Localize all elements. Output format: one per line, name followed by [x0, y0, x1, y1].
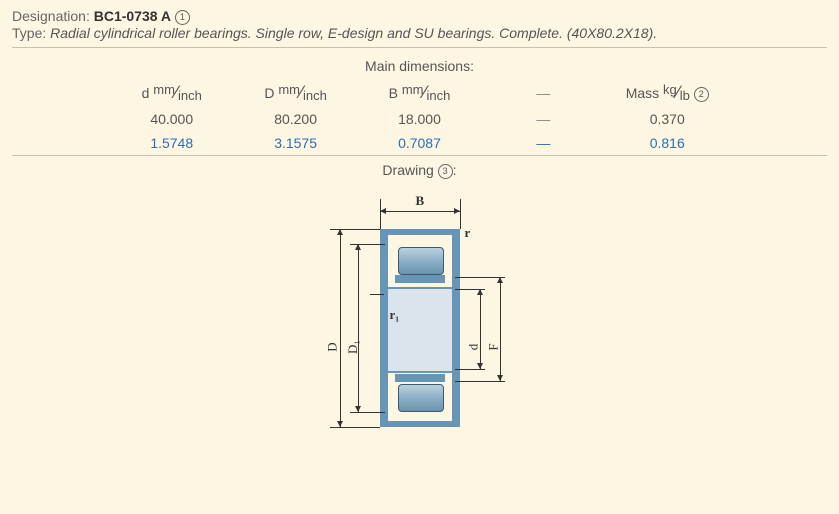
- col-mass: Mass kg∕lb 2: [605, 78, 729, 107]
- drawing-title: Drawing 3:: [12, 156, 827, 183]
- col-B: B mm∕inch: [358, 78, 482, 107]
- designation-value: BC1-0738 A: [94, 8, 171, 24]
- designation-footnote-icon: 1: [175, 10, 190, 25]
- bearing-drawing: B r r₁ D D₁ d F: [290, 189, 550, 449]
- type-value: Radial cylindrical roller bearings. Sing…: [50, 25, 657, 41]
- type-line: Type: Radial cylindrical roller bearings…: [12, 25, 827, 41]
- table-header-row: d mm∕inch D mm∕inch B mm∕inch — Mass kg∕…: [12, 78, 827, 107]
- dimensions-table: d mm∕inch D mm∕inch B mm∕inch — Mass kg∕…: [12, 78, 827, 156]
- dim-F: F: [485, 343, 501, 350]
- type-label: Type:: [12, 25, 46, 41]
- roller-top: [398, 247, 444, 275]
- designation-label: Designation:: [12, 8, 90, 24]
- col-d: d mm∕inch: [110, 78, 234, 107]
- table-row-mm: 40.000 80.200 18.000 — 0.370: [12, 107, 827, 131]
- col-D: D mm∕inch: [234, 78, 358, 107]
- header-block: Designation: BC1-0738 A 1 Type: Radial c…: [12, 8, 827, 48]
- dim-r1: r₁: [390, 307, 400, 323]
- dim-D: D: [324, 342, 340, 351]
- dimensions-title: Main dimensions:: [12, 52, 827, 78]
- drawing-footnote-icon: 3: [438, 164, 453, 179]
- designation-line: Designation: BC1-0738 A 1: [12, 8, 827, 25]
- inner-ring: [388, 287, 452, 373]
- dim-r: r: [465, 225, 471, 241]
- col-blank: —: [481, 78, 605, 107]
- roller-bottom: [398, 384, 444, 412]
- table-row-inch: 1.5748 3.1575 0.7087 — 0.816: [12, 131, 827, 156]
- cage-top: [395, 275, 445, 283]
- dim-B: B: [416, 193, 425, 209]
- dim-d: d: [465, 344, 481, 351]
- mass-footnote-icon: 2: [694, 87, 709, 102]
- cage-bot: [395, 374, 445, 382]
- dim-D1: D₁: [344, 340, 360, 354]
